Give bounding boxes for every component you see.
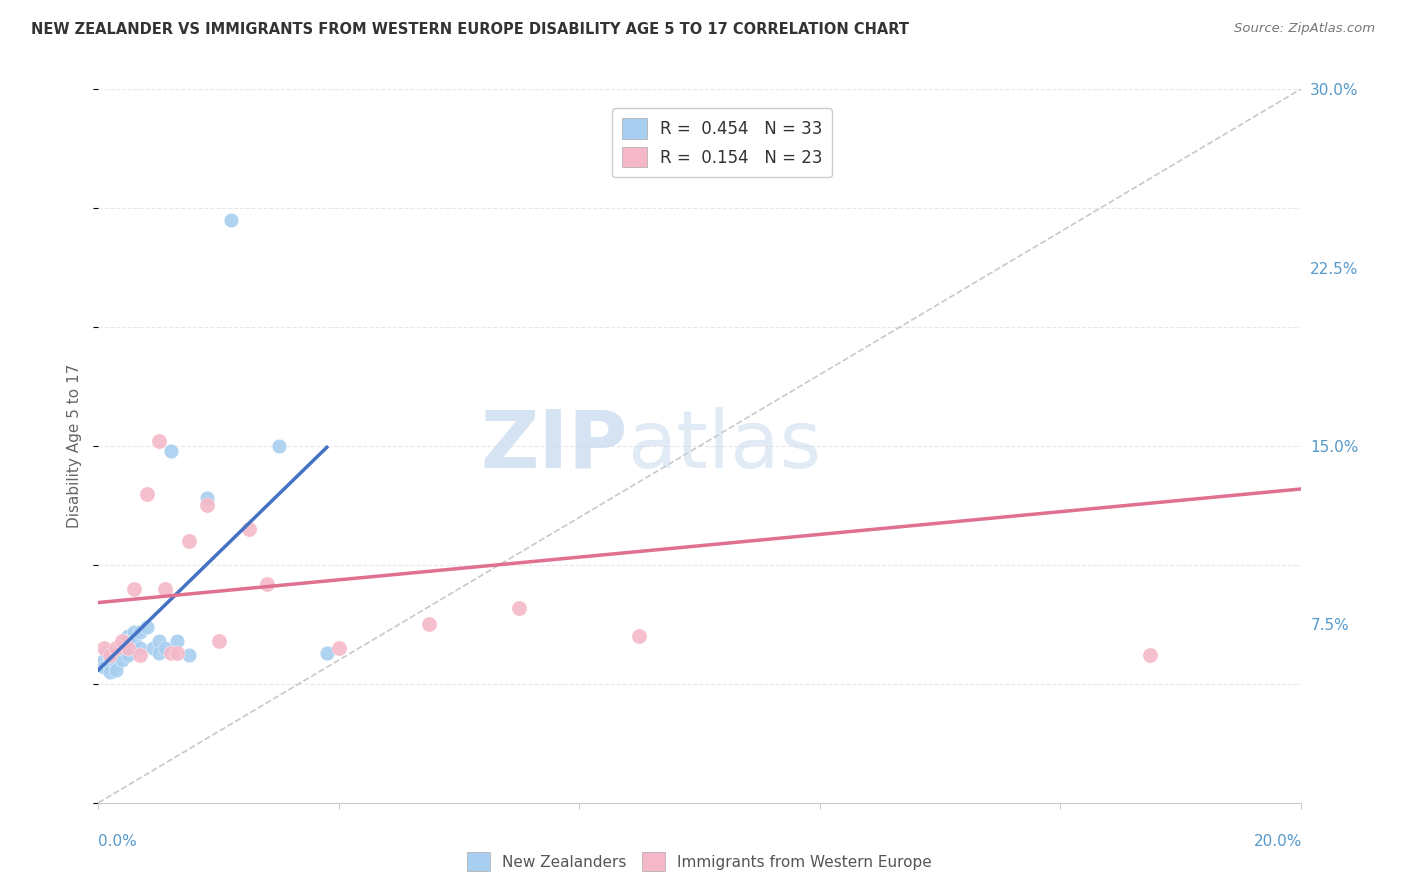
Point: [105, 641, 128, 656]
Point: [129, 648, 152, 663]
Text: NEW ZEALANDER VS IMMIGRANTS FROM WESTERN EUROPE DISABILITY AGE 5 TO 17 CORRELATI: NEW ZEALANDER VS IMMIGRANTS FROM WESTERN…: [31, 22, 908, 37]
Point: [100, 648, 122, 663]
Text: 20.0%: 20.0%: [1254, 834, 1302, 849]
Point: [159, 646, 181, 660]
Point: [195, 491, 218, 506]
Text: Source: ZipAtlas.com: Source: ZipAtlas.com: [1234, 22, 1375, 36]
Point: [148, 434, 170, 449]
Point: [105, 663, 128, 677]
Point: [117, 648, 139, 663]
Point: [153, 641, 176, 656]
Point: [111, 641, 134, 656]
Point: [111, 646, 134, 660]
Point: [166, 646, 188, 660]
Point: [111, 634, 134, 648]
Point: [238, 522, 260, 536]
Point: [129, 641, 152, 656]
Point: [93, 641, 115, 656]
Point: [418, 617, 440, 632]
Point: [117, 629, 139, 643]
Point: [141, 641, 163, 656]
Point: [135, 486, 157, 500]
Point: [111, 653, 134, 667]
Point: [166, 634, 188, 648]
Point: [100, 653, 122, 667]
Point: [148, 634, 170, 648]
Point: [124, 582, 146, 596]
Point: [1139, 648, 1161, 663]
Point: [153, 582, 176, 596]
Point: [315, 646, 337, 660]
Point: [148, 646, 170, 660]
Point: [105, 653, 128, 667]
Point: [328, 641, 350, 656]
Point: [177, 534, 200, 549]
Point: [159, 443, 181, 458]
Point: [208, 634, 231, 648]
Point: [256, 577, 278, 591]
Point: [129, 624, 152, 639]
Point: [135, 620, 157, 634]
Legend: New Zealanders, Immigrants from Western Europe: New Zealanders, Immigrants from Western …: [461, 847, 938, 877]
Point: [508, 600, 530, 615]
Point: [718, 153, 741, 168]
Point: [628, 629, 651, 643]
Point: [93, 653, 115, 667]
Text: atlas: atlas: [627, 407, 821, 485]
Point: [105, 657, 128, 672]
Point: [195, 499, 218, 513]
Point: [93, 660, 115, 674]
Point: [117, 641, 139, 656]
Point: [124, 634, 146, 648]
Point: [90, 657, 112, 672]
Point: [219, 213, 242, 227]
Point: [124, 624, 146, 639]
Point: [117, 634, 139, 648]
Point: [105, 648, 128, 663]
Point: [100, 657, 122, 672]
Point: [100, 665, 122, 679]
Point: [96, 646, 118, 660]
Point: [177, 648, 200, 663]
Y-axis label: Disability Age 5 to 17: Disability Age 5 to 17: [67, 364, 83, 528]
Text: 0.0%: 0.0%: [98, 834, 138, 849]
Point: [267, 439, 290, 453]
Text: ZIP: ZIP: [479, 407, 627, 485]
